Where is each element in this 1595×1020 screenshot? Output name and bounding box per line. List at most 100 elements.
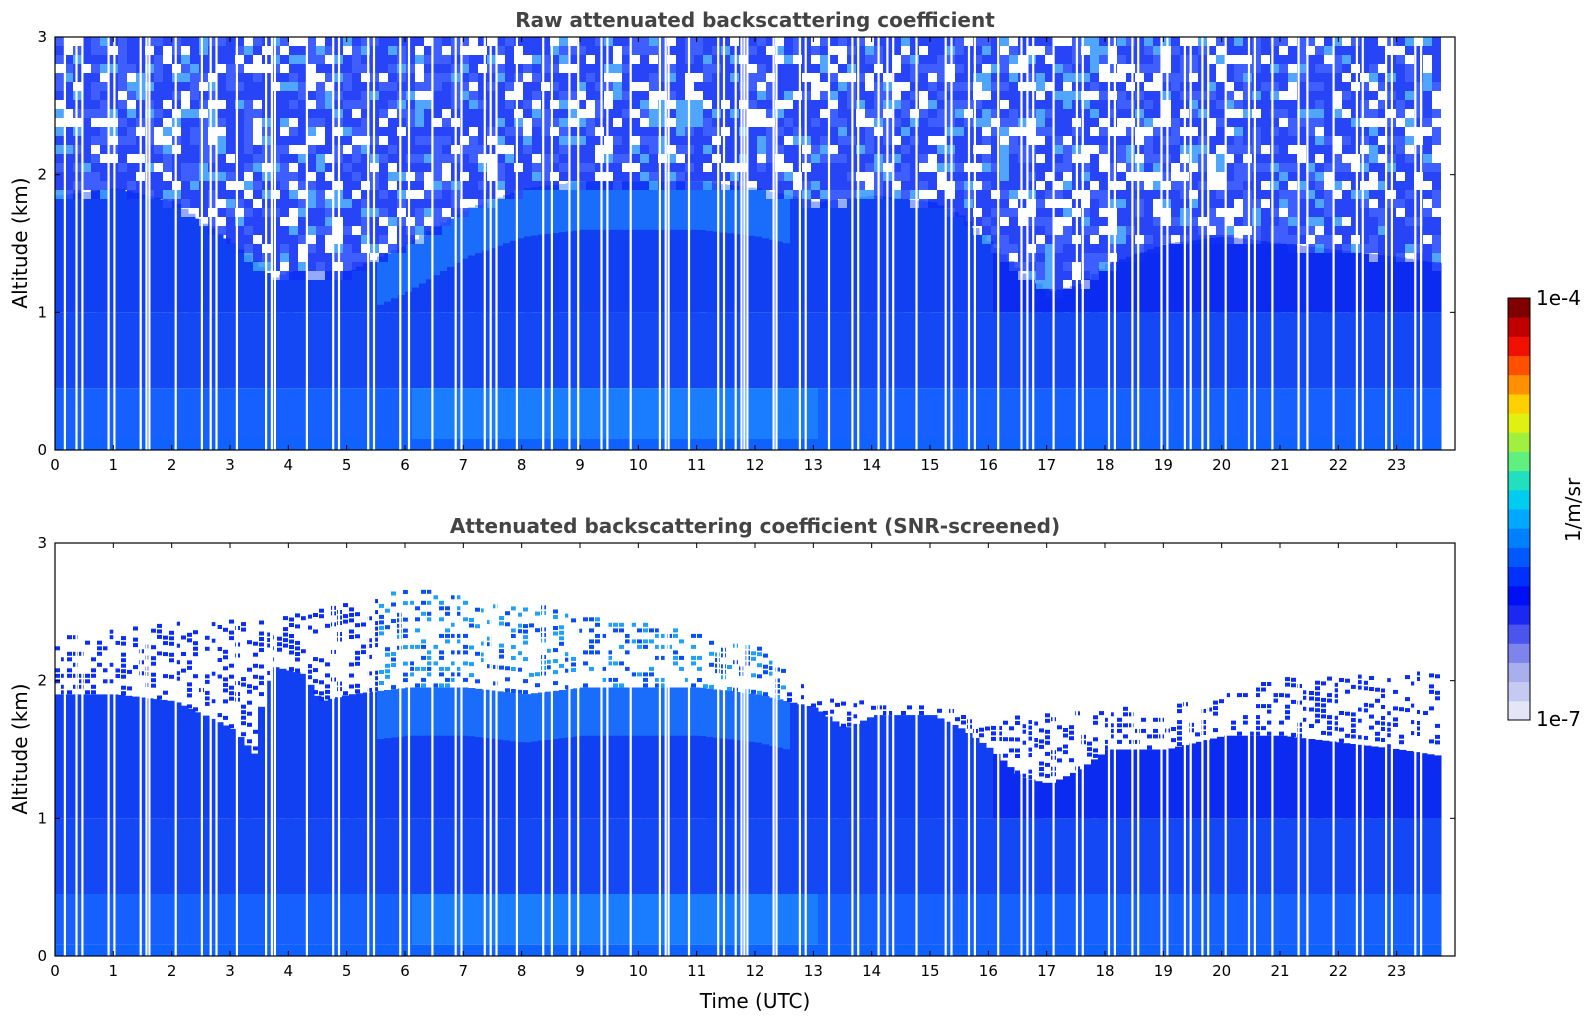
heat-cell <box>650 945 658 956</box>
noise-cell <box>163 136 172 145</box>
noise-cell <box>550 136 559 145</box>
noise-cell <box>748 172 757 181</box>
noise-cell <box>181 82 190 91</box>
noise-cell <box>955 109 964 118</box>
heat-cell <box>762 696 770 745</box>
noise-cell <box>1342 244 1351 253</box>
noise-cell <box>703 154 712 163</box>
noise-cell <box>829 82 838 91</box>
noise-cell <box>397 37 406 46</box>
noise-cell <box>1333 190 1342 199</box>
noise-cell <box>379 64 388 73</box>
heat-cell <box>118 945 126 956</box>
noise-cell <box>1216 226 1225 235</box>
gap-line <box>372 37 376 450</box>
noise-cell <box>235 109 244 118</box>
heat-cell <box>538 945 546 956</box>
noise-cell <box>289 64 298 73</box>
noise-cell <box>892 64 901 73</box>
noise-cell <box>307 217 316 226</box>
noise-cell <box>397 64 406 73</box>
heat-cell <box>510 693 518 742</box>
noise-cell <box>1189 127 1198 136</box>
heat-cell <box>986 241 994 313</box>
heat-cell <box>790 945 798 956</box>
heat-cell <box>153 894 161 945</box>
heat-cell <box>83 818 91 894</box>
noise-cell <box>1207 127 1216 136</box>
noise-cell <box>1189 37 1198 46</box>
noise-cell <box>442 199 451 208</box>
noise-cell <box>1009 46 1018 55</box>
heat-cell <box>167 945 175 956</box>
noise-cell <box>316 181 325 190</box>
heat-cell <box>461 210 469 313</box>
noise-cell <box>1216 37 1225 46</box>
noise-cell <box>838 136 847 145</box>
noise-cell <box>289 208 298 217</box>
noise-cell <box>901 127 910 136</box>
heat-cell <box>174 702 182 819</box>
gap-line <box>483 37 486 450</box>
noise-cell <box>901 73 910 82</box>
noise-cell <box>424 91 433 100</box>
noise-cell <box>793 91 802 100</box>
noise-cell <box>1405 181 1414 190</box>
noise-cell <box>541 154 550 163</box>
noise-cell <box>433 181 442 190</box>
noise-cell <box>190 127 199 136</box>
heat-cell <box>300 439 308 450</box>
noise-cell <box>1279 136 1288 145</box>
noise-cell <box>892 100 901 109</box>
heat-cell <box>503 388 511 439</box>
heat-cell <box>1140 251 1148 313</box>
heat-cell <box>412 818 420 894</box>
noise-cell <box>1000 172 1009 181</box>
gap-line <box>1026 37 1029 450</box>
noise-cell <box>1252 190 1261 199</box>
noise-cell <box>1216 64 1225 73</box>
noise-cell <box>514 37 523 46</box>
heat-cell <box>594 818 602 894</box>
noise-cell <box>919 181 928 190</box>
noise-cell <box>1045 172 1054 181</box>
noise-cell <box>1108 235 1117 244</box>
noise-cell <box>1189 55 1198 64</box>
noise-cell <box>1045 190 1054 199</box>
noise-cell <box>1099 262 1108 271</box>
noise-cell <box>217 217 226 226</box>
noise-cell <box>478 127 487 136</box>
noise-cell <box>1297 244 1306 253</box>
noise-cell <box>1144 145 1153 154</box>
noise-cell <box>91 163 100 172</box>
noise-cell <box>424 190 433 199</box>
noise-cell <box>730 154 739 163</box>
noise-cell <box>1036 199 1045 208</box>
heat-cell <box>1028 818 1036 894</box>
noise-cell <box>1342 235 1351 244</box>
noise-cell <box>1171 127 1180 136</box>
noise-cell <box>91 181 100 190</box>
heat-cell <box>279 818 287 894</box>
noise-cell <box>991 208 1000 217</box>
noise-cell <box>1378 181 1387 190</box>
heat-cell <box>545 691 553 740</box>
y-tick-label: 2 <box>37 166 47 184</box>
noise-cell <box>505 163 514 172</box>
noise-cell <box>1351 109 1360 118</box>
noise-cell <box>1351 235 1360 244</box>
noise-cell <box>1144 154 1153 163</box>
noise-cell <box>415 73 424 82</box>
noise-cell <box>982 82 991 91</box>
noise-cell <box>1189 208 1198 217</box>
heat-cell <box>314 945 322 956</box>
heat-cell <box>321 312 329 388</box>
heat-cell <box>97 894 105 945</box>
heat-cell <box>1063 388 1071 439</box>
heat-cell <box>783 894 791 945</box>
noise-cell <box>1234 37 1243 46</box>
noise-cell <box>586 172 595 181</box>
heat-cell <box>307 388 315 439</box>
heat-cell <box>650 687 658 819</box>
noise-cell <box>298 91 307 100</box>
